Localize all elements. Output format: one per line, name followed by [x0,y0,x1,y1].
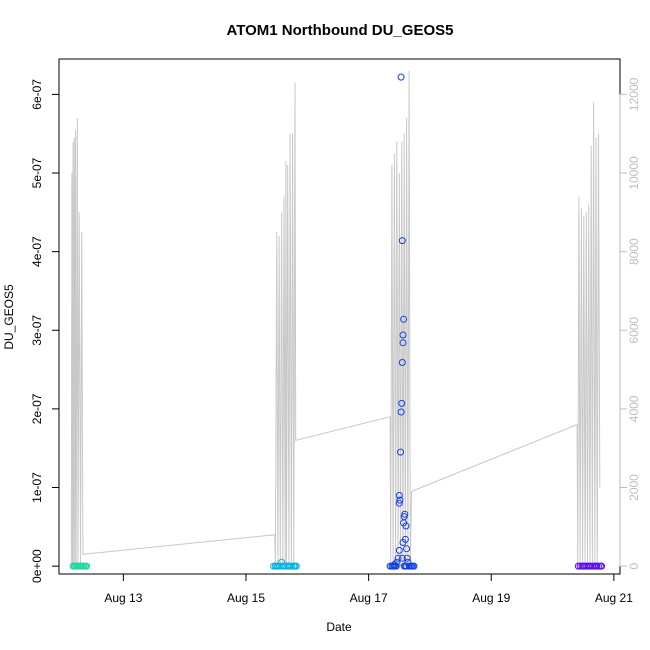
data-point [403,554,411,562]
data-point [397,408,405,416]
data-point [397,448,404,456]
data-point [398,399,406,407]
data-point [395,499,403,507]
x-axis-label: Date [326,620,352,634]
data-point [398,359,406,366]
chart-title: ATOM1 Northbound DU_GEOS5 [227,22,454,39]
data-point [399,331,407,339]
y2-tick-label: 0 [627,562,641,569]
y-tick-label: 3e-07 [30,315,44,346]
plot-frame [58,58,621,575]
y2-tick-label: 8000 [627,238,641,265]
data-point [598,562,606,570]
data-point [399,339,407,347]
data-point [410,562,418,570]
x-tick-label: Aug 19 [472,591,510,605]
data-point [394,554,402,562]
data-point [395,491,403,499]
line-series-layer [70,70,601,567]
y2-tick-label: 6000 [627,317,641,344]
y-tick-label: 2e-07 [30,393,44,424]
y2-tick-label: 2000 [627,474,641,501]
y2-tick-label: 4000 [627,395,641,422]
y2-tick-label: 10000 [627,156,641,190]
data-point [401,535,409,543]
y2-tick-label: 12000 [627,77,641,111]
data-point [398,237,406,245]
y-tick-label: 5e-07 [30,157,44,188]
y-tick-label: 1e-07 [30,472,44,503]
data-point [396,496,404,504]
data-point [398,554,406,562]
data-point [83,562,91,570]
data-point [395,546,403,554]
y-tick-label: 0e+00 [30,549,44,583]
data-point [401,510,409,518]
data-point [403,545,411,553]
x-tick-label: Aug 17 [350,591,388,605]
line-series [70,70,601,567]
x-tick-label: Aug 21 [595,591,633,605]
data-point [397,73,405,81]
data-point [402,522,410,530]
data-point [403,562,411,570]
x-tick-label: Aug 15 [227,591,265,605]
points-layer [69,73,606,570]
data-point [292,562,300,570]
y-axis-label: DU_GEOS5 [2,284,16,350]
data-point [400,315,408,323]
y-axis: 0e+00 1e-07 2e-07 3e-07 4e-07 5e-07 6e-07 [30,79,60,583]
y-tick-label: 4e-07 [30,236,44,267]
data-point [595,562,602,570]
y-tick-label: 6e-07 [30,79,44,110]
data-point [392,562,400,570]
x-axis: Aug 13 Aug 15 Aug 17 Aug 19 Aug 21 [104,573,633,605]
x-tick-label: Aug 13 [104,591,142,605]
y2-axis: 0 2000 4000 6000 8000 10000 12000 [619,77,641,569]
